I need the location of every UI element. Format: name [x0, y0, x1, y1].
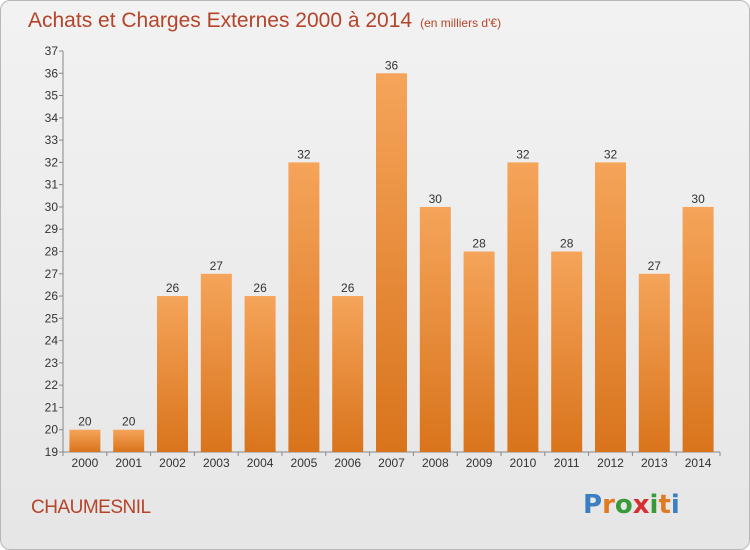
y-tick-label: 36	[45, 66, 59, 80]
bar-2011	[551, 251, 583, 452]
x-tick-label: 2014	[685, 456, 712, 470]
bar-value-label: 28	[560, 237, 574, 251]
y-tick-label: 27	[45, 267, 59, 281]
chart-bars	[69, 73, 714, 453]
bar-2014	[682, 206, 714, 452]
x-tick-label: 2004	[247, 456, 274, 470]
y-tick-label: 20	[45, 423, 59, 437]
y-tick-label: 23	[45, 356, 59, 370]
y-tick-label: 37	[45, 44, 59, 58]
x-tick-label: 2009	[466, 456, 493, 470]
logo-letter: r	[602, 490, 615, 520]
bar-value-label: 27	[210, 259, 224, 273]
x-tick-label: 2002	[159, 456, 186, 470]
x-tick-label: 2013	[641, 456, 668, 470]
chart-labels: 2000 20 2001 20 2002 26 2003 27 2004 26 2005 32 2006…	[72, 58, 712, 470]
commune-name: CHAUMESNIL	[31, 497, 151, 518]
x-tick-label: 2008	[422, 456, 449, 470]
logo-letter: t	[658, 490, 671, 520]
unit-note: (en milliers d'€)	[420, 16, 502, 30]
logo-letter: x	[632, 490, 650, 520]
logo-letter: o	[614, 490, 633, 520]
bar-2000	[69, 429, 101, 452]
y-tick-label: 28	[45, 245, 59, 259]
bar-2002	[157, 296, 188, 452]
y-tick-label: 31	[45, 178, 59, 192]
y-tick-label: 34	[45, 111, 59, 125]
bar-value-label: 32	[516, 147, 530, 161]
y-tick-label: 35	[45, 89, 59, 103]
bar-2009	[463, 251, 495, 452]
x-tick-label: 2006	[334, 456, 361, 470]
bar-2003	[200, 273, 232, 452]
bar-2004	[244, 296, 276, 452]
y-tick-label: 32	[45, 155, 59, 169]
bar-2012	[595, 162, 626, 452]
y-tick-label: 25	[45, 311, 59, 325]
bar-value-label: 26	[166, 281, 180, 295]
x-tick-label: 2000	[72, 456, 99, 470]
y-tick-label: 26	[45, 289, 59, 303]
y-tick-label: 21	[45, 400, 59, 414]
bar-2005	[288, 162, 320, 452]
y-tick-label: 19	[45, 445, 59, 459]
bar-2006	[332, 296, 364, 452]
y-tick-label: 29	[45, 222, 59, 236]
bar-value-label: 26	[341, 281, 355, 295]
bar-value-label: 30	[691, 192, 705, 206]
x-tick-label: 2005	[291, 456, 318, 470]
bar-2013	[638, 273, 670, 452]
bar-value-label: 27	[648, 259, 662, 273]
y-tick-label: 22	[45, 378, 59, 392]
bar-value-label: 20	[78, 415, 92, 429]
y-tick-label: 30	[45, 200, 59, 214]
bar-value-label: 28	[472, 237, 486, 251]
bar-value-label: 36	[385, 58, 399, 72]
bar-value-label: 30	[429, 192, 443, 206]
bar-value-label: 20	[122, 415, 136, 429]
bar-2008	[419, 206, 451, 452]
y-tick-label: 33	[45, 133, 59, 147]
logo-letter: P	[583, 490, 603, 520]
x-tick-label: 2011	[554, 456, 580, 470]
x-tick-label: 2001	[115, 456, 142, 470]
y-tick-label: 24	[45, 334, 59, 348]
bar-value-label: 32	[604, 147, 618, 161]
x-tick-label: 2010	[510, 456, 537, 470]
bar-value-label: 32	[297, 147, 311, 161]
bar-2010	[507, 162, 539, 452]
title-text: Achats et Charges Externes 2000 à 2014	[28, 9, 413, 32]
x-tick-label: 2003	[203, 456, 230, 470]
proxiti-logo: Proxiti	[583, 490, 680, 520]
x-tick-label: 2012	[597, 456, 624, 470]
x-tick-label: 2007	[378, 456, 405, 470]
bar-value-label: 26	[253, 281, 267, 295]
logo-letter: i	[670, 490, 680, 520]
logo-letter: i	[649, 490, 659, 520]
bar-2007	[376, 73, 407, 453]
chart-title: Achats et Charges Externes 2000 à 2014 (e…	[28, 9, 501, 33]
bar-2001	[113, 429, 145, 452]
